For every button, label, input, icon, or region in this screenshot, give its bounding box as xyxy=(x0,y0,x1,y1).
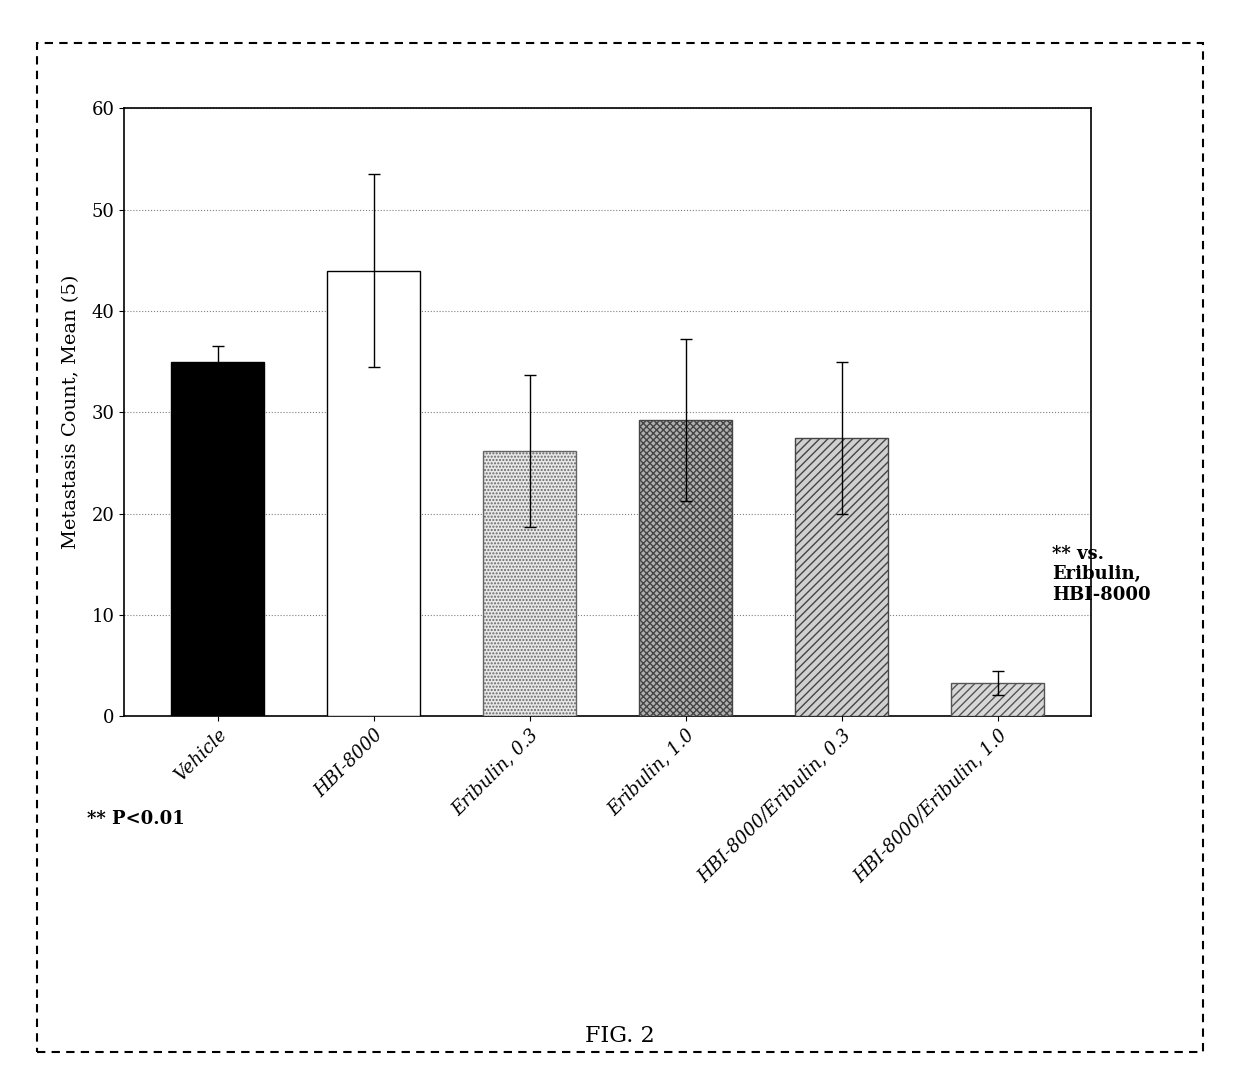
Bar xyxy=(327,270,420,716)
Bar xyxy=(795,437,888,716)
Bar xyxy=(171,361,264,716)
Text: ** P<0.01: ** P<0.01 xyxy=(87,810,185,828)
Text: ** vs.
Eribulin,
HBI-8000: ** vs. Eribulin, HBI-8000 xyxy=(1053,545,1151,604)
Bar xyxy=(951,682,1044,716)
Text: FIG. 2: FIG. 2 xyxy=(585,1025,655,1047)
Bar xyxy=(639,420,733,716)
Bar xyxy=(482,450,577,716)
Y-axis label: Metastasis Count, Mean (5): Metastasis Count, Mean (5) xyxy=(62,276,81,549)
